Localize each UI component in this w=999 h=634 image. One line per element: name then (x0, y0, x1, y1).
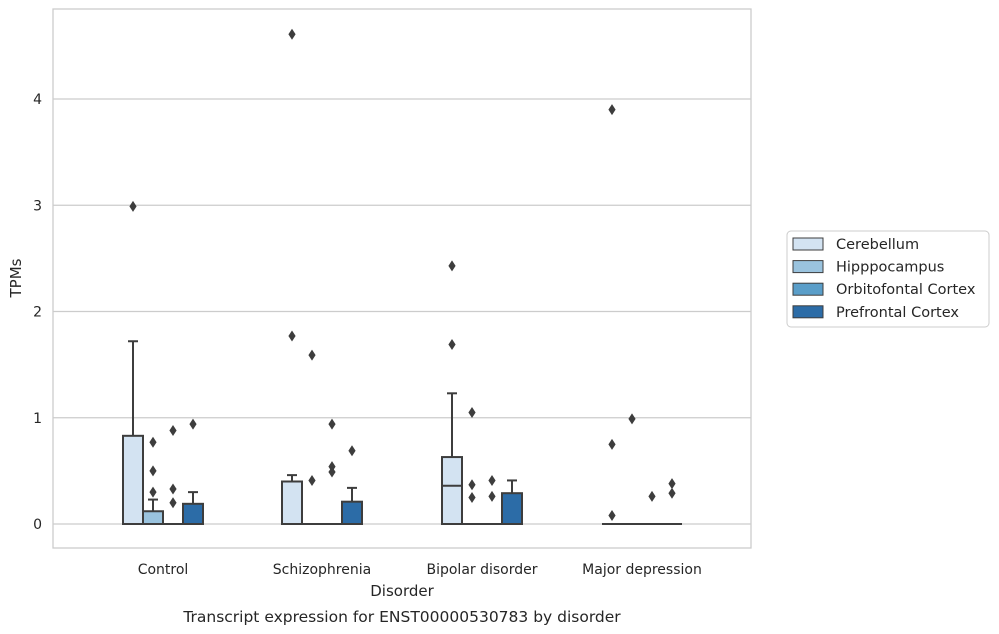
box-group (281, 28, 303, 525)
plot-frame (52, 8, 752, 549)
outlier-point (608, 438, 616, 450)
outlier-point (328, 418, 336, 430)
outlier-point (448, 338, 456, 350)
outlier-point (608, 510, 616, 521)
legend-swatch (792, 282, 824, 296)
box-rect (142, 510, 164, 525)
y-tick-labels: 0 1 2 3 4 (33, 92, 42, 533)
x-tick-label: Control (138, 562, 189, 578)
legend-swatch (792, 305, 824, 319)
y-tick-label: 2 (33, 305, 42, 321)
outlier-point (308, 349, 316, 361)
legend-label: Orbitofontal Cortex (836, 282, 976, 298)
outlier-point (608, 104, 616, 116)
box-group (441, 260, 463, 525)
outlier-point (348, 445, 356, 457)
box-group (163, 425, 183, 525)
box-group (642, 490, 662, 525)
x-tick-label: Bipolar disorder (426, 562, 537, 578)
y-axis-label: TPMs (7, 258, 25, 298)
box-group (322, 418, 342, 525)
box-rect (441, 456, 463, 525)
box-group (501, 479, 523, 525)
y-tick-label: 4 (33, 92, 42, 108)
box-rect (182, 502, 204, 525)
outlier-point (169, 425, 177, 436)
legend-label: Hipppocampus (836, 260, 944, 276)
outlier-point (468, 479, 476, 491)
box-group (182, 418, 204, 525)
outlier-point (488, 474, 496, 486)
grid-lines (53, 98, 751, 525)
box-group (622, 413, 642, 525)
box-group (302, 349, 322, 525)
box-rect (341, 500, 363, 525)
x-tick-label: Schizophrenia (273, 562, 371, 578)
y-tick-label: 3 (33, 198, 42, 214)
legend-swatch (792, 237, 824, 251)
outlier-point (149, 436, 157, 448)
outlier-point (169, 483, 177, 495)
plot-boxes (122, 28, 682, 525)
box-group (142, 436, 164, 525)
box-rect (281, 480, 303, 525)
outlier-point (308, 474, 316, 486)
outlier-point (468, 491, 476, 503)
outlier-point (149, 486, 157, 498)
box-rect (501, 492, 523, 525)
x-tick-labels: Control Schizophrenia Bipolar disorder Majo… (138, 562, 702, 578)
outlier-point (169, 497, 177, 509)
box-group (122, 200, 144, 525)
legend-box (786, 230, 990, 328)
box-rect (122, 434, 144, 525)
box-group (602, 104, 622, 525)
box-group (462, 406, 482, 525)
outlier-point (668, 478, 676, 490)
legend: Cerebellum Hipppocampus Orbitofontal Corte… (786, 230, 990, 328)
box-group (482, 474, 502, 525)
legend-swatch (792, 260, 824, 274)
y-tick-label: 0 (33, 517, 42, 533)
chart-caption: Transcript expression for ENST0000053078… (182, 608, 621, 626)
outlier-point (468, 406, 476, 418)
x-axis-label: Disorder (370, 582, 434, 600)
outlier-point (648, 490, 656, 502)
outlier-point (448, 260, 456, 272)
y-tick-label: 1 (33, 411, 42, 427)
outlier-point (488, 490, 496, 502)
box-group (662, 478, 682, 525)
legend-label: Cerebellum (836, 237, 919, 253)
outlier-point (189, 418, 197, 430)
box-group (341, 445, 363, 525)
outlier-point (149, 465, 157, 477)
outlier-point (668, 487, 676, 499)
outlier-point (288, 28, 296, 40)
legend-label: Prefrontal Cortex (836, 305, 959, 321)
outlier-point (288, 330, 296, 342)
x-tick-label: Major depression (582, 562, 702, 578)
outlier-point (129, 200, 137, 212)
outlier-point (328, 466, 336, 478)
outlier-point (628, 413, 636, 425)
